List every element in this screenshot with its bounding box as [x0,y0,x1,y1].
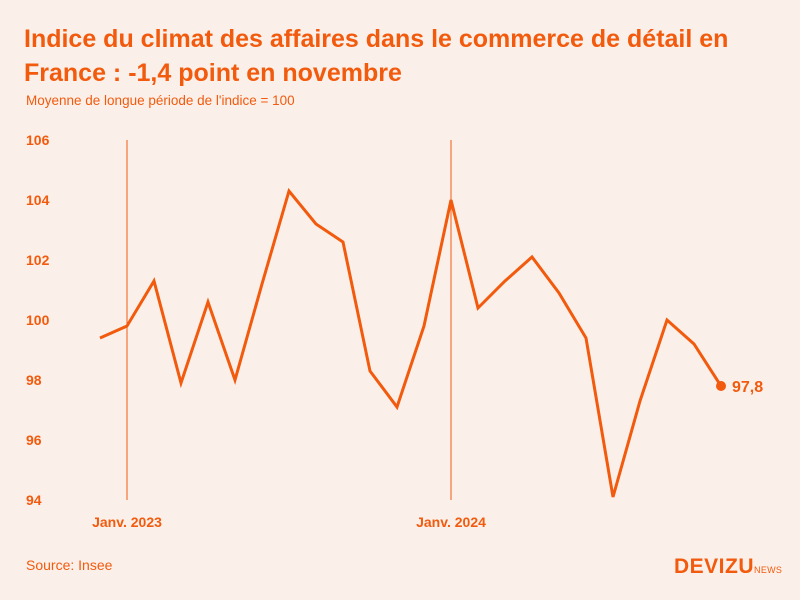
chart-subtitle: Moyenne de longue période de l'indice = … [26,93,295,108]
chart-title: Indice du climat des affaires dans le co… [24,25,729,87]
y-tick-label: 100 [26,312,50,328]
y-tick-label: 96 [26,432,42,448]
y-axis: 94 96 98 100 102 104 106 [26,132,50,508]
end-value-label: 97,8 [732,379,763,396]
y-tick-label: 106 [26,132,50,148]
reference-lines: Janv. 2023 Janv. 2024 [92,140,486,530]
logo-sub: NEWS [754,565,783,575]
x-tick-label: Janv. 2023 [92,514,162,530]
series-layer: 97,8 [99,187,763,498]
y-tick-label: 94 [26,492,42,508]
y-tick-label: 98 [26,372,42,388]
end-point-marker [716,381,726,391]
x-tick-label: Janv. 2024 [416,514,486,530]
devizu-logo: DEVIZUNEWS [674,555,782,579]
source-note: Source: Insee [26,557,113,573]
series-line [99,187,723,498]
y-tick-label: 102 [26,252,50,268]
y-tick-label: 104 [26,192,50,208]
logo-main: DEVIZU [674,555,755,578]
